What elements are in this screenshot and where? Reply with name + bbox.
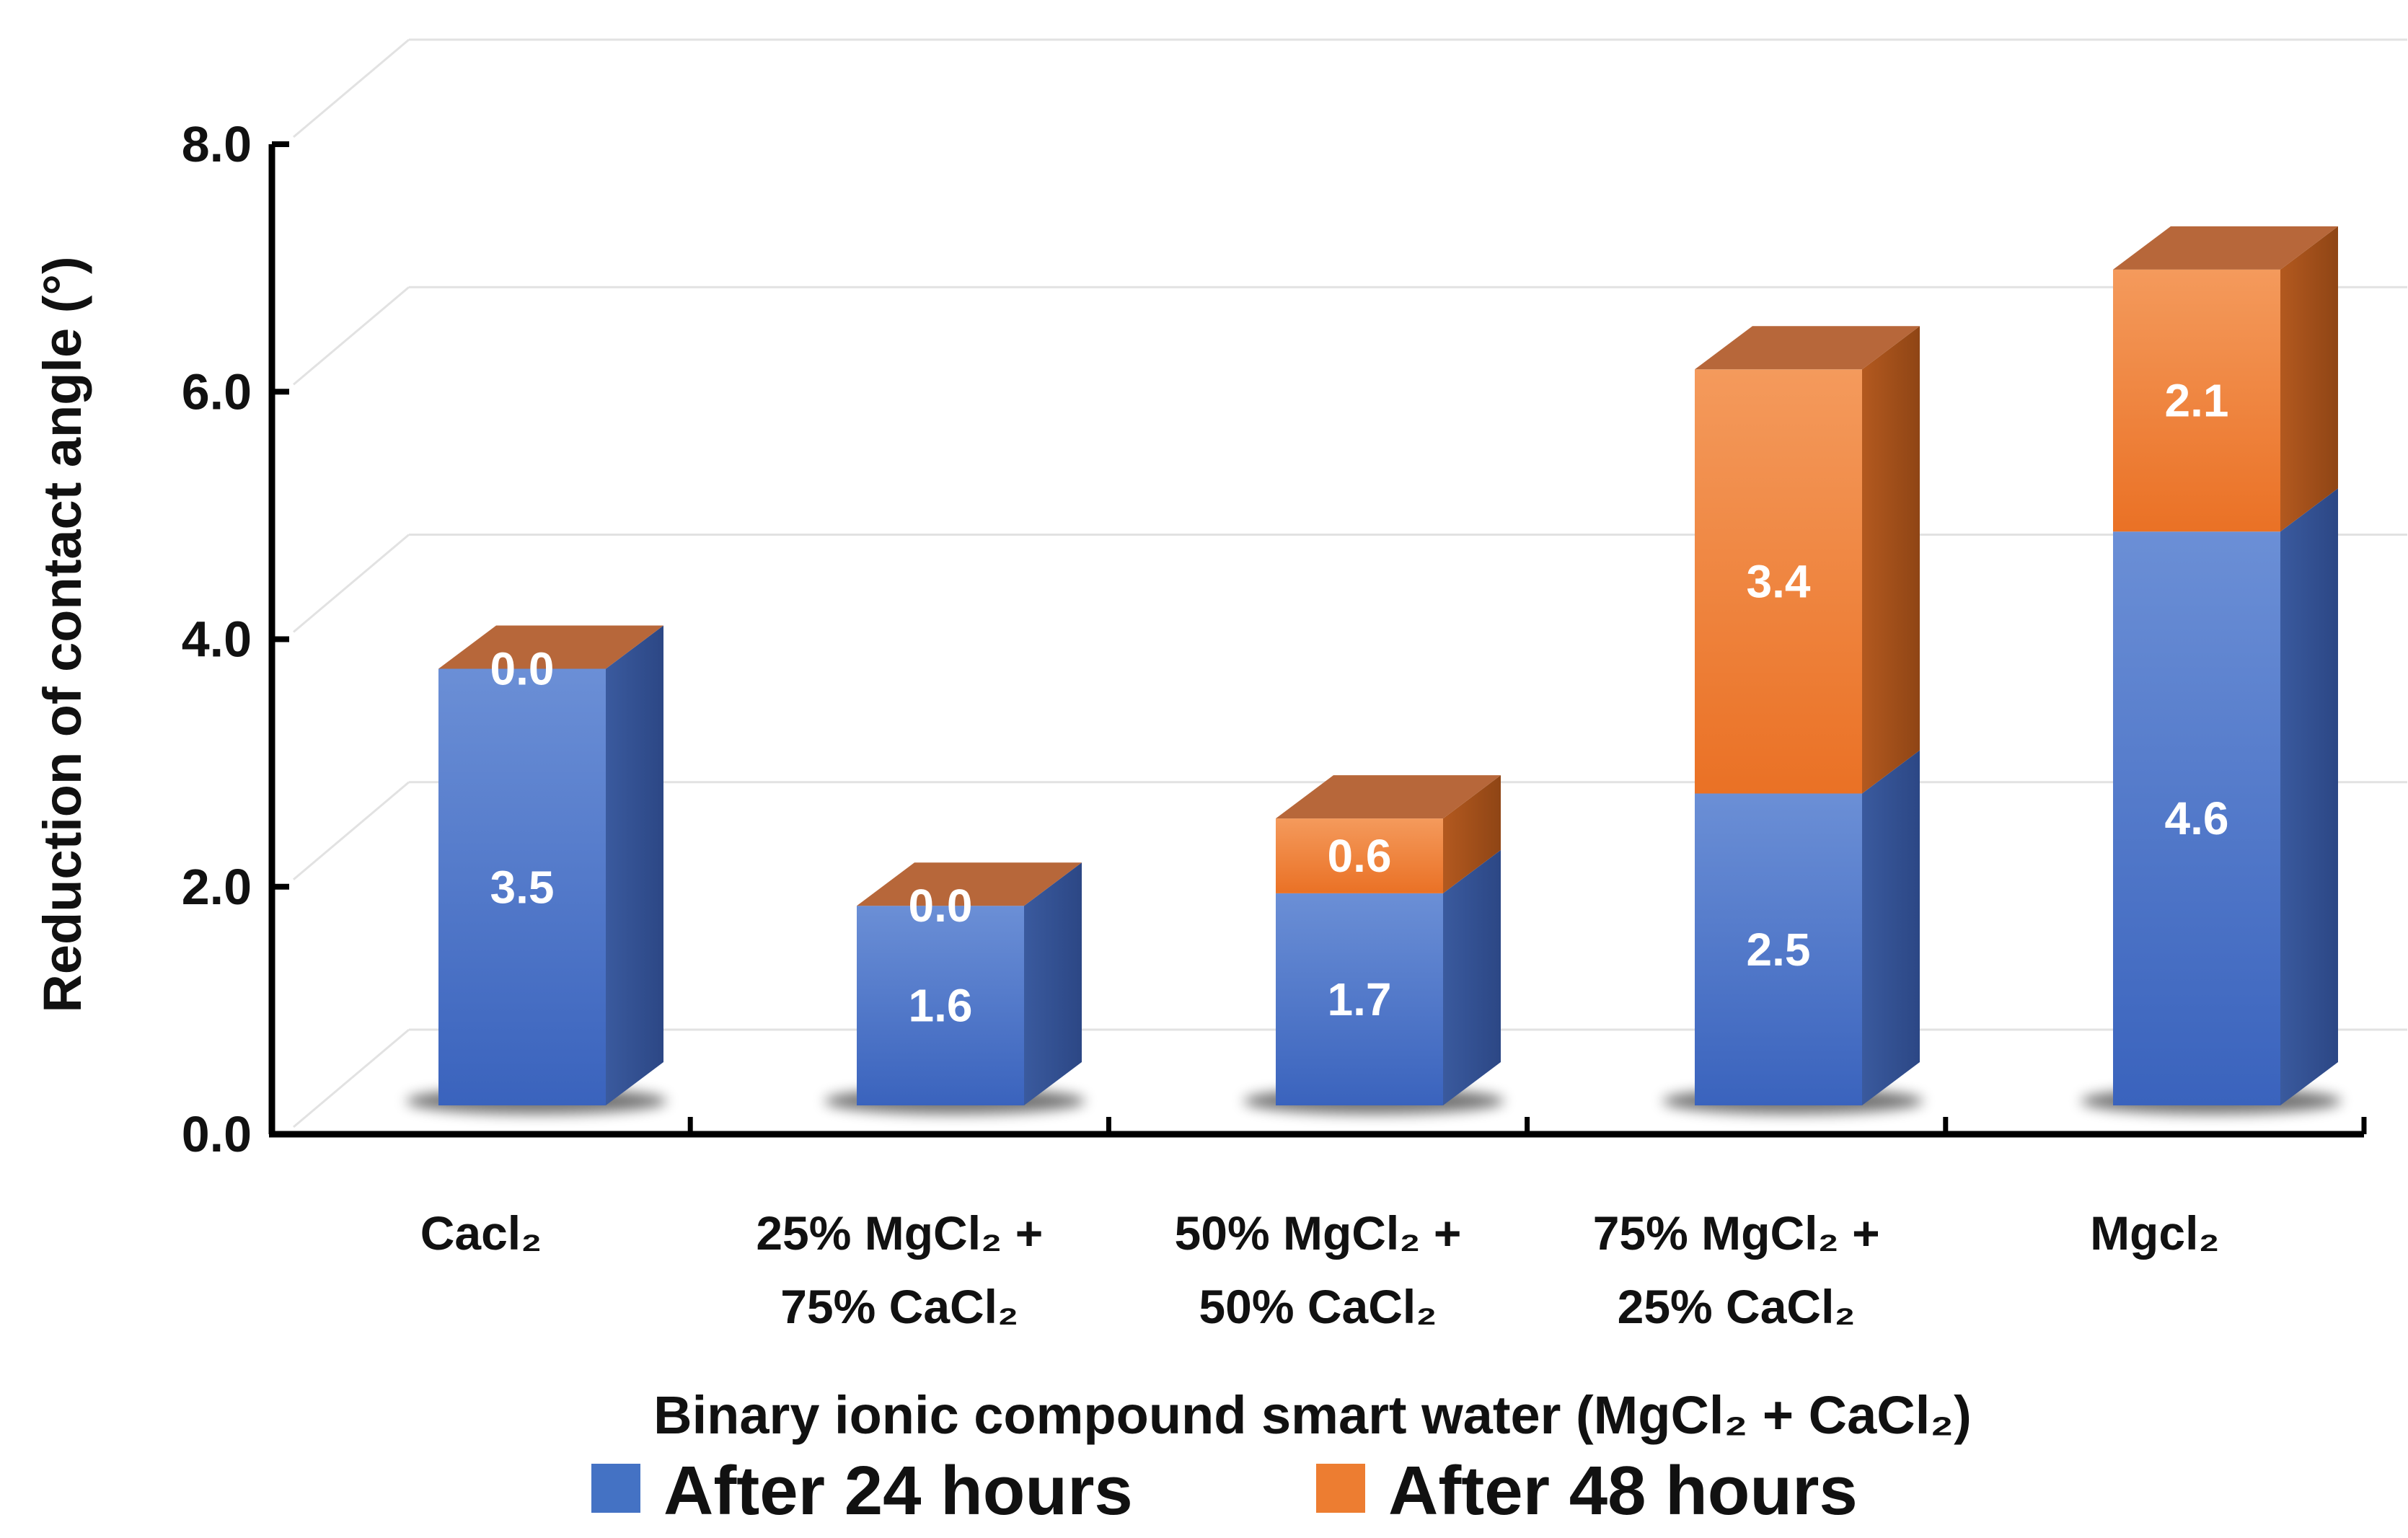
bars	[406, 226, 2342, 1114]
x-axis-title: Binary ionic compound smart water (MgCl₂…	[653, 1385, 1972, 1445]
legend-label-after-48h: After 48 hours	[1388, 1452, 1858, 1529]
bar-after-24h	[438, 668, 606, 1105]
data-label-after-24h: 3.5	[490, 861, 555, 913]
data-label-after-48h: 0.0	[909, 880, 973, 932]
bar-after-48h-side	[1443, 775, 1501, 893]
bar-after-24h-side	[1443, 849, 1501, 1105]
data-label-after-24h: 1.6	[909, 980, 973, 1032]
data-label-after-48h: 2.1	[2165, 375, 2229, 427]
gridlines	[293, 38, 2407, 1128]
x-category-label: Mgcl₂	[2090, 1206, 2220, 1260]
x-category-label: 25% CaCl₂	[1618, 1280, 1856, 1333]
bar-after-48h	[1276, 818, 1443, 893]
x-category-label: 50% MgCl₂ +	[1175, 1206, 1462, 1260]
x-category-label: 75% MgCl₂ +	[1593, 1206, 1880, 1260]
data-label-after-48h: 0.0	[490, 643, 555, 695]
data-label-after-24h: 1.7	[1328, 973, 1392, 1025]
gridline-diagonal	[293, 286, 410, 386]
x-category-label: Cacl₂	[420, 1206, 542, 1260]
y-axis-title: Reduction of contact angle (°)	[32, 256, 92, 1012]
bar-after-24h	[1695, 793, 1862, 1105]
gridline-diagonal	[293, 781, 410, 880]
bar-after-24h-side	[1024, 862, 1082, 1105]
gridline-diagonal	[293, 1028, 410, 1128]
legend-label-after-24h: After 24 hours	[663, 1452, 1133, 1529]
labels: 3.5 0.0 Cacl₂ 1.6 0.0 25% MgCl₂ + 75% CaCl₂ 1.7…	[32, 256, 2228, 1445]
bar-top-face	[2113, 226, 2338, 270]
legend: After 24 hours After 48 hours	[591, 1452, 1858, 1529]
y-tick-label: 4.0	[182, 611, 252, 668]
bar-top-face	[1276, 775, 1501, 819]
data-label-after-24h: 4.6	[2165, 792, 2229, 844]
bar-after-24h-side	[1862, 750, 1920, 1105]
y-tick-label: 2.0	[182, 859, 252, 915]
bar-top-face	[857, 862, 1082, 906]
bar-after-24h	[1276, 893, 1443, 1105]
bar-after-24h-side	[2280, 488, 2338, 1105]
bar-after-48h-side	[1862, 326, 1920, 794]
bar-after-48h	[1695, 369, 1862, 794]
legend-swatch-after-48h	[1316, 1464, 1365, 1513]
bar-after-24h	[2113, 531, 2280, 1105]
y-tick-label: 8.0	[182, 116, 252, 172]
gridline-diagonal	[293, 534, 410, 633]
bar-after-48h-side	[2280, 226, 2338, 532]
y-tick-label: 6.0	[182, 363, 252, 420]
data-label-after-48h: 3.4	[1747, 555, 1811, 607]
x-category-label: 75% CaCl₂	[780, 1280, 1018, 1333]
bar-top-face	[438, 625, 663, 669]
legend-swatch-after-24h	[591, 1464, 640, 1513]
data-label-after-48h: 0.6	[1328, 830, 1392, 882]
gridline-diagonal	[293, 38, 410, 138]
x-category-label: 25% MgCl₂ +	[756, 1206, 1043, 1260]
x-category-label: 50% CaCl₂	[1199, 1280, 1437, 1333]
axes: 0.0 2.0 4.0 6.0 8.0	[182, 116, 2367, 1162]
bar-after-24h-side	[606, 625, 663, 1105]
bar-after-48h	[2113, 269, 2280, 532]
data-label-after-24h: 2.5	[1747, 924, 1811, 976]
bar-top-face	[1695, 326, 1920, 370]
bar-after-24h	[857, 906, 1024, 1105]
y-tick-label: 0.0	[182, 1106, 252, 1162]
